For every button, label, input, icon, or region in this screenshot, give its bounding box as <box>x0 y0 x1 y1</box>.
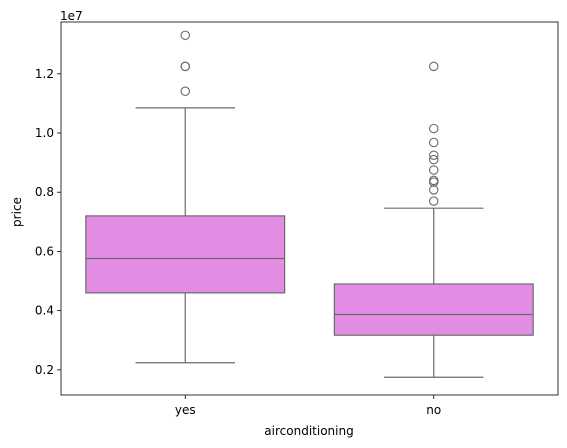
plot-area <box>60 21 559 396</box>
outlier-point-no <box>428 61 439 72</box>
outlier-point-no <box>428 165 439 175</box>
y-tick-label: 0.8 <box>35 185 54 199</box>
x-axis: yes no <box>175 395 441 417</box>
box-group-yes <box>85 30 286 364</box>
outlier-point-no <box>428 154 439 165</box>
box-yes <box>85 215 286 294</box>
outlier-point-no <box>428 137 439 148</box>
y-tick-label: 0.2 <box>35 363 54 377</box>
plot-frame <box>60 21 559 396</box>
y-tick-label: 0.4 <box>35 304 54 318</box>
box-group-no <box>333 61 534 378</box>
y-tick-label: 0.6 <box>35 244 54 258</box>
x-axis-label: airconditioning <box>264 424 353 438</box>
outlier-point-no <box>428 185 439 195</box>
y-axis-offset-text: 1e7 <box>60 9 83 23</box>
outlier-point-no <box>428 175 439 186</box>
outlier-point-yes <box>180 86 191 97</box>
y-tick-label: 1.0 <box>35 126 54 140</box>
outlier-point-yes <box>180 30 191 41</box>
y-axis-label: price <box>10 197 24 227</box>
outlier-point-yes <box>180 61 191 72</box>
outlier-point-no <box>428 123 439 134</box>
y-axis: 0.2 0.4 0.6 0.8 1.0 1.2 <box>35 67 61 377</box>
outlier-point-no <box>428 196 439 206</box>
x-tick-label: no <box>426 403 441 417</box>
box-no <box>333 283 534 336</box>
y-tick-label: 1.2 <box>35 67 54 81</box>
x-tick-label: yes <box>175 403 196 417</box>
outlier-point-no <box>428 150 439 160</box>
